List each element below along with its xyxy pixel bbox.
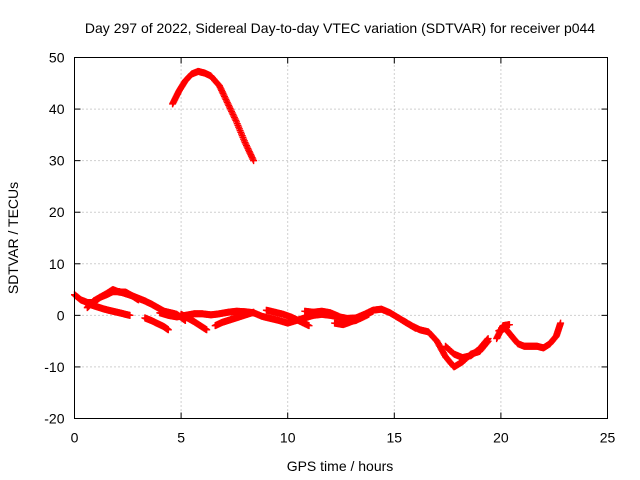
y-tick-label: 50 [49,50,65,66]
x-tick-label: 5 [177,430,185,446]
data-point [249,155,257,163]
series-arc-1-5 [83,288,189,325]
axis-ticks: 0 5 10 15 20 25 -20 -10 0 10 20 30 40 50 [44,50,615,446]
x-tick-label: 20 [493,430,509,446]
data-point [483,335,491,343]
x-tick-label: 15 [387,430,403,446]
data-point [557,319,565,327]
grid-lines [74,57,608,419]
data-point [505,321,513,329]
series-arc-high [169,67,258,165]
series-arc-17-19 [441,335,492,362]
series-arc-6-8 [211,308,258,330]
y-tick-label: -10 [44,359,64,375]
y-axis-label: SDTVAR / TECUs [5,182,21,294]
series-arc-20-21 [493,321,513,343]
y-tick-label: 30 [49,153,65,169]
data-point [369,307,377,315]
series-arc-short-b [141,314,172,334]
series-arc-20-23 [495,319,565,352]
x-tick-label: 25 [600,430,616,446]
data-point [164,326,172,334]
data-point [126,311,134,319]
data-points [71,67,565,371]
series-arc-9-11 [262,306,313,330]
y-tick-label: 40 [49,101,65,117]
x-axis-label: GPS time / hours [287,458,394,474]
data-point [365,310,373,318]
plot-frame [74,57,608,419]
series-arc-short-a [88,301,134,319]
x-tick-label: 0 [71,430,79,446]
x-tick-label: 10 [280,430,296,446]
series-arc-12-14 [331,310,373,329]
data-point [250,157,258,165]
y-tick-label: 0 [57,307,65,323]
data-point [203,326,211,334]
data-point [305,322,313,330]
y-tick-label: 20 [49,204,65,220]
y-tick-label: 10 [49,256,65,272]
data-point [232,116,240,124]
data-point [484,335,492,343]
y-tick-label: -20 [44,411,64,427]
chart-title: Day 297 of 2022, Sidereal Day-to-day VTE… [85,20,595,36]
